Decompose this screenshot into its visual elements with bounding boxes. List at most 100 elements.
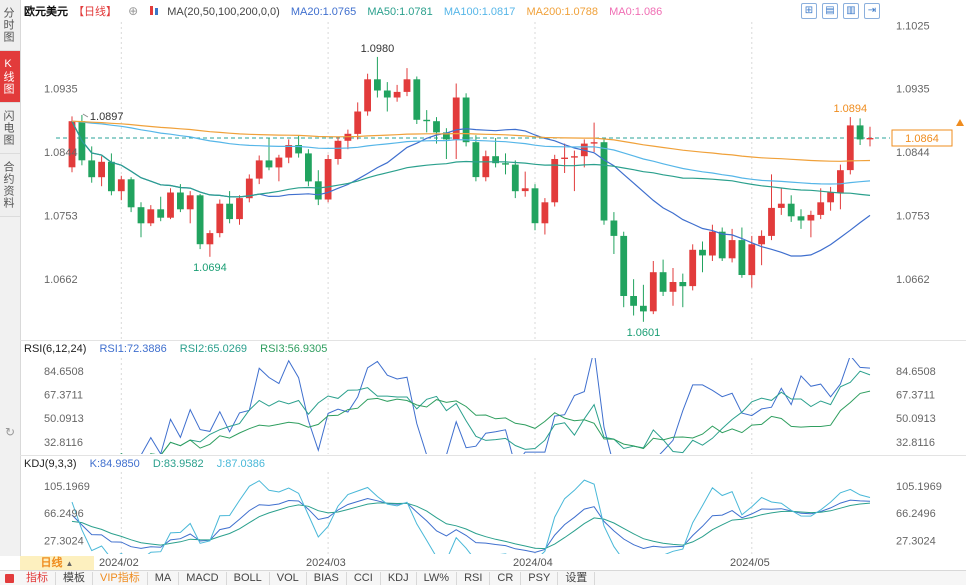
month-gridlines <box>120 358 753 454</box>
ma20-value: MA20:1.0765 <box>290 6 357 18</box>
current-price-tag: 1.0864 <box>891 119 964 147</box>
ma-settings-label[interactable]: MA(20,50,100,200,0,0) <box>167 6 280 18</box>
ma200-value: MA200:1.0788 <box>526 6 599 18</box>
svg-text:32.8116: 32.8116 <box>44 437 83 449</box>
footer-tab-3[interactable]: VIP指标 <box>93 571 148 585</box>
chart-header: 欧元美元 【日线】 ⊕ MA(20,50,100,200,0,0) MA20:1… <box>24 0 670 22</box>
rsi-axis-labels: 84.6508 84.6508 67.3711 67.3711 50.0913 50.09… <box>44 366 936 449</box>
svg-text:27.3024: 27.3024 <box>896 536 936 548</box>
svg-text:1.0844: 1.0844 <box>44 147 78 159</box>
svg-text:1.0694: 1.0694 <box>193 262 227 274</box>
svg-text:1.0864: 1.0864 <box>905 133 939 145</box>
layout-icon-2[interactable]: ▤ <box>822 3 838 19</box>
svg-text:1.0601: 1.0601 <box>627 327 661 339</box>
panel-divider <box>20 455 966 456</box>
indicator-toolbar: 指标 模板 VIP指标 MA MACD BOLL VOL BIAS CCI KDJ LW% RSI CR… <box>0 570 966 585</box>
footer-tab-8[interactable]: BIAS <box>307 571 347 585</box>
kdj-panel[interactable]: 105.1969 105.1969 66.2496 66.2496 27.3024 27.… <box>20 472 966 554</box>
kdj-lines <box>71 479 871 554</box>
price-annotations: 1.0897 1.0980 1.0694 1.0601 1.0894 <box>82 43 867 339</box>
layout-icons: ⊞ ▤ ▥ ⇥ <box>801 3 880 19</box>
footer-tab-1[interactable]: 指标 <box>19 571 56 585</box>
price-axis-labels: 1.0935 1.0844 1.0753 1.0662 1.1025 1.0935 1.08… <box>44 21 930 287</box>
sidebar-tab-1[interactable]: K线图 <box>0 51 20 103</box>
x-axis-label-4: 2024/05 <box>730 557 770 569</box>
main-candle-chart[interactable]: 1.0935 1.0844 1.0753 1.0662 1.1025 1.0935 1.08… <box>20 21 966 340</box>
period-selector[interactable]: 日线 ▲ <box>20 556 94 570</box>
rsi2-value: RSI2:65.0269 <box>179 343 248 355</box>
svg-text:50.0913: 50.0913 <box>44 413 84 425</box>
footer-tab-11[interactable]: LW% <box>417 571 458 585</box>
footer-tab-10[interactable]: KDJ <box>381 571 417 585</box>
month-gridlines <box>120 22 753 340</box>
svg-text:67.3711: 67.3711 <box>44 390 83 402</box>
rsi3-value: RSI3:56.9305 <box>260 343 328 355</box>
svg-text:105.1969: 105.1969 <box>44 481 90 493</box>
svg-text:1.0894: 1.0894 <box>833 103 867 115</box>
x-axis-row: 日线 ▲ 2024/02 2024/03 2024/04 2024/05 <box>20 556 966 570</box>
svg-text:67.3711: 67.3711 <box>896 390 935 402</box>
period-label: 日线 <box>40 557 63 569</box>
footer-tab-7[interactable]: VOL <box>270 571 307 585</box>
kdj-axis-labels: 105.1969 105.1969 66.2496 66.2496 27.3024 27.… <box>44 481 942 548</box>
rsi-panel[interactable]: 84.6508 84.6508 67.3711 67.3711 50.0913 50.09… <box>20 358 966 454</box>
ma100-value: MA100:1.0817 <box>443 6 516 18</box>
footer-tab-4[interactable]: MA <box>148 571 180 585</box>
refresh-icon[interactable]: ↻ <box>4 425 16 439</box>
ma0-value: MA0:1.086 <box>609 6 663 18</box>
zoom-icon[interactable]: ⊕ <box>128 4 139 18</box>
kdj-header: KDJ(9,3,3) K:84.9850 D:83.9582 J:87.0386 <box>24 456 275 472</box>
svg-text:27.3024: 27.3024 <box>44 536 84 548</box>
kdj-title[interactable]: KDJ(9,3,3) <box>24 458 77 470</box>
panel-divider <box>20 340 966 341</box>
layout-icon-1[interactable]: ⊞ <box>801 3 817 19</box>
layout-icon-4[interactable]: ⇥ <box>864 3 880 19</box>
rsi-title[interactable]: RSI(6,12,24) <box>24 343 87 355</box>
candles <box>68 56 874 322</box>
sidebar-tab-0[interactable]: 分时图 <box>0 0 20 51</box>
x-axis-label-2: 2024/03 <box>306 557 346 569</box>
svg-text:1.0662: 1.0662 <box>44 274 78 286</box>
svg-text:66.2496: 66.2496 <box>896 508 936 520</box>
svg-text:1.0662: 1.0662 <box>896 274 930 286</box>
period-arrow-icon: ▲ <box>65 559 74 568</box>
svg-text:1.0935: 1.0935 <box>44 83 78 95</box>
kdj-j-value: J:87.0386 <box>216 458 266 470</box>
footer-tab-12[interactable]: RSI <box>457 571 491 585</box>
svg-text:105.1969: 105.1969 <box>896 481 942 493</box>
x-axis-label-3: 2024/04 <box>513 557 553 569</box>
footer-tab-9[interactable]: CCI <box>347 571 381 585</box>
svg-text:84.6508: 84.6508 <box>896 366 936 378</box>
svg-text:1.0980: 1.0980 <box>361 43 395 55</box>
indicator-panel-icon[interactable] <box>5 573 14 583</box>
candle-icon <box>149 5 159 16</box>
x-axis-label-1: 2024/02 <box>99 557 139 569</box>
kdj-k-value: K:84.9850 <box>89 458 140 470</box>
footer-tab-14[interactable]: PSY <box>521 571 559 585</box>
footer-tab-15[interactable]: 设置 <box>558 571 596 585</box>
ma-lines <box>71 120 871 257</box>
svg-text:84.6508: 84.6508 <box>44 366 84 378</box>
svg-text:1.0844: 1.0844 <box>896 147 930 159</box>
footer-tab-5[interactable]: MACD <box>179 571 227 585</box>
layout-icon-3[interactable]: ▥ <box>843 3 859 19</box>
svg-text:50.0913: 50.0913 <box>896 413 936 425</box>
ma50-value: MA50:1.0781 <box>367 6 433 18</box>
rsi-lines <box>120 358 871 454</box>
footer-tab-2[interactable]: 模板 <box>56 571 93 585</box>
footer-tab-13[interactable]: CR <box>490 571 522 585</box>
sidebar-tab-2[interactable]: 闪电图 <box>0 103 20 154</box>
svg-text:1.1025: 1.1025 <box>896 21 930 33</box>
period-tag: 【日线】 <box>73 6 118 18</box>
svg-text:1.0935: 1.0935 <box>896 83 930 95</box>
symbol-title: 欧元美元 <box>24 6 68 18</box>
svg-text:1.0753: 1.0753 <box>896 211 930 223</box>
footer-tab-6[interactable]: BOLL <box>227 571 270 585</box>
left-sidebar: 分时图 K线图 闪电图 合约资料 <box>0 0 21 556</box>
svg-text:32.8116: 32.8116 <box>896 437 935 449</box>
rsi1-value: RSI1:72.3886 <box>99 343 167 355</box>
svg-text:1.0753: 1.0753 <box>44 211 78 223</box>
svg-text:1.0897: 1.0897 <box>90 111 124 123</box>
sidebar-tab-3[interactable]: 合约资料 <box>0 154 20 217</box>
rsi-header: RSI(6,12,24) RSI1:72.3886 RSI2:65.0269 R… <box>24 341 337 357</box>
